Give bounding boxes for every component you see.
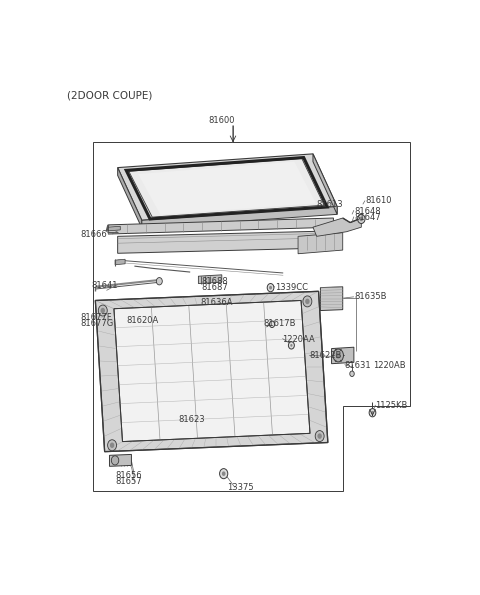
Text: 1125KB: 1125KB xyxy=(375,402,408,411)
Text: 1220AA: 1220AA xyxy=(282,335,315,344)
Text: 81647: 81647 xyxy=(354,213,381,222)
Text: 81636A: 81636A xyxy=(201,298,233,307)
Polygon shape xyxy=(118,154,337,220)
Circle shape xyxy=(290,344,292,347)
Polygon shape xyxy=(118,168,142,228)
Text: 81600: 81600 xyxy=(209,117,235,126)
Polygon shape xyxy=(138,162,316,215)
Text: 81623: 81623 xyxy=(178,415,205,424)
Circle shape xyxy=(222,471,226,476)
Circle shape xyxy=(371,411,374,415)
Text: 13375: 13375 xyxy=(227,483,253,492)
Text: 81648: 81648 xyxy=(354,206,381,215)
Circle shape xyxy=(269,321,275,327)
Polygon shape xyxy=(313,218,361,236)
Circle shape xyxy=(303,296,312,307)
Circle shape xyxy=(317,433,322,439)
Circle shape xyxy=(315,431,324,441)
Polygon shape xyxy=(142,206,337,228)
Text: 81641: 81641 xyxy=(92,281,118,290)
Text: 81635B: 81635B xyxy=(354,292,386,301)
Circle shape xyxy=(369,409,376,417)
Polygon shape xyxy=(198,275,222,284)
Circle shape xyxy=(98,305,107,316)
Text: 81677G: 81677G xyxy=(81,320,114,328)
Text: 81688: 81688 xyxy=(202,277,228,286)
Text: 81631: 81631 xyxy=(345,361,371,370)
Polygon shape xyxy=(109,455,132,466)
Circle shape xyxy=(267,284,274,292)
Text: 81622B: 81622B xyxy=(309,351,342,360)
Circle shape xyxy=(360,217,363,221)
Text: 1339CC: 1339CC xyxy=(275,283,308,292)
Text: 81617B: 81617B xyxy=(264,319,296,328)
Text: 1220AB: 1220AB xyxy=(373,361,406,370)
Polygon shape xyxy=(96,292,328,452)
Circle shape xyxy=(110,443,114,448)
Text: 81666: 81666 xyxy=(81,230,107,239)
Circle shape xyxy=(269,286,272,290)
Circle shape xyxy=(288,342,294,349)
Polygon shape xyxy=(129,158,324,217)
Circle shape xyxy=(350,371,354,377)
Polygon shape xyxy=(108,218,334,234)
Circle shape xyxy=(219,469,228,479)
Polygon shape xyxy=(114,300,310,441)
Polygon shape xyxy=(332,347,354,364)
Text: 81613: 81613 xyxy=(317,200,343,209)
Circle shape xyxy=(100,308,105,314)
Polygon shape xyxy=(321,287,343,311)
Circle shape xyxy=(156,277,162,285)
Text: (2DOOR COUPE): (2DOOR COUPE) xyxy=(67,90,153,101)
Circle shape xyxy=(108,440,117,451)
Circle shape xyxy=(305,299,310,304)
Text: 81657: 81657 xyxy=(115,477,142,486)
Circle shape xyxy=(358,214,365,224)
Polygon shape xyxy=(115,259,125,265)
Text: 81610: 81610 xyxy=(365,196,392,205)
Text: 81677F: 81677F xyxy=(81,313,112,322)
Text: 81687: 81687 xyxy=(202,283,228,292)
Text: 81620A: 81620A xyxy=(126,316,158,325)
Circle shape xyxy=(336,352,341,359)
Polygon shape xyxy=(118,231,335,253)
Polygon shape xyxy=(298,233,343,253)
Text: 81656: 81656 xyxy=(115,471,142,480)
Polygon shape xyxy=(313,154,337,214)
Polygon shape xyxy=(108,226,120,231)
Circle shape xyxy=(111,456,119,465)
Circle shape xyxy=(333,349,344,362)
